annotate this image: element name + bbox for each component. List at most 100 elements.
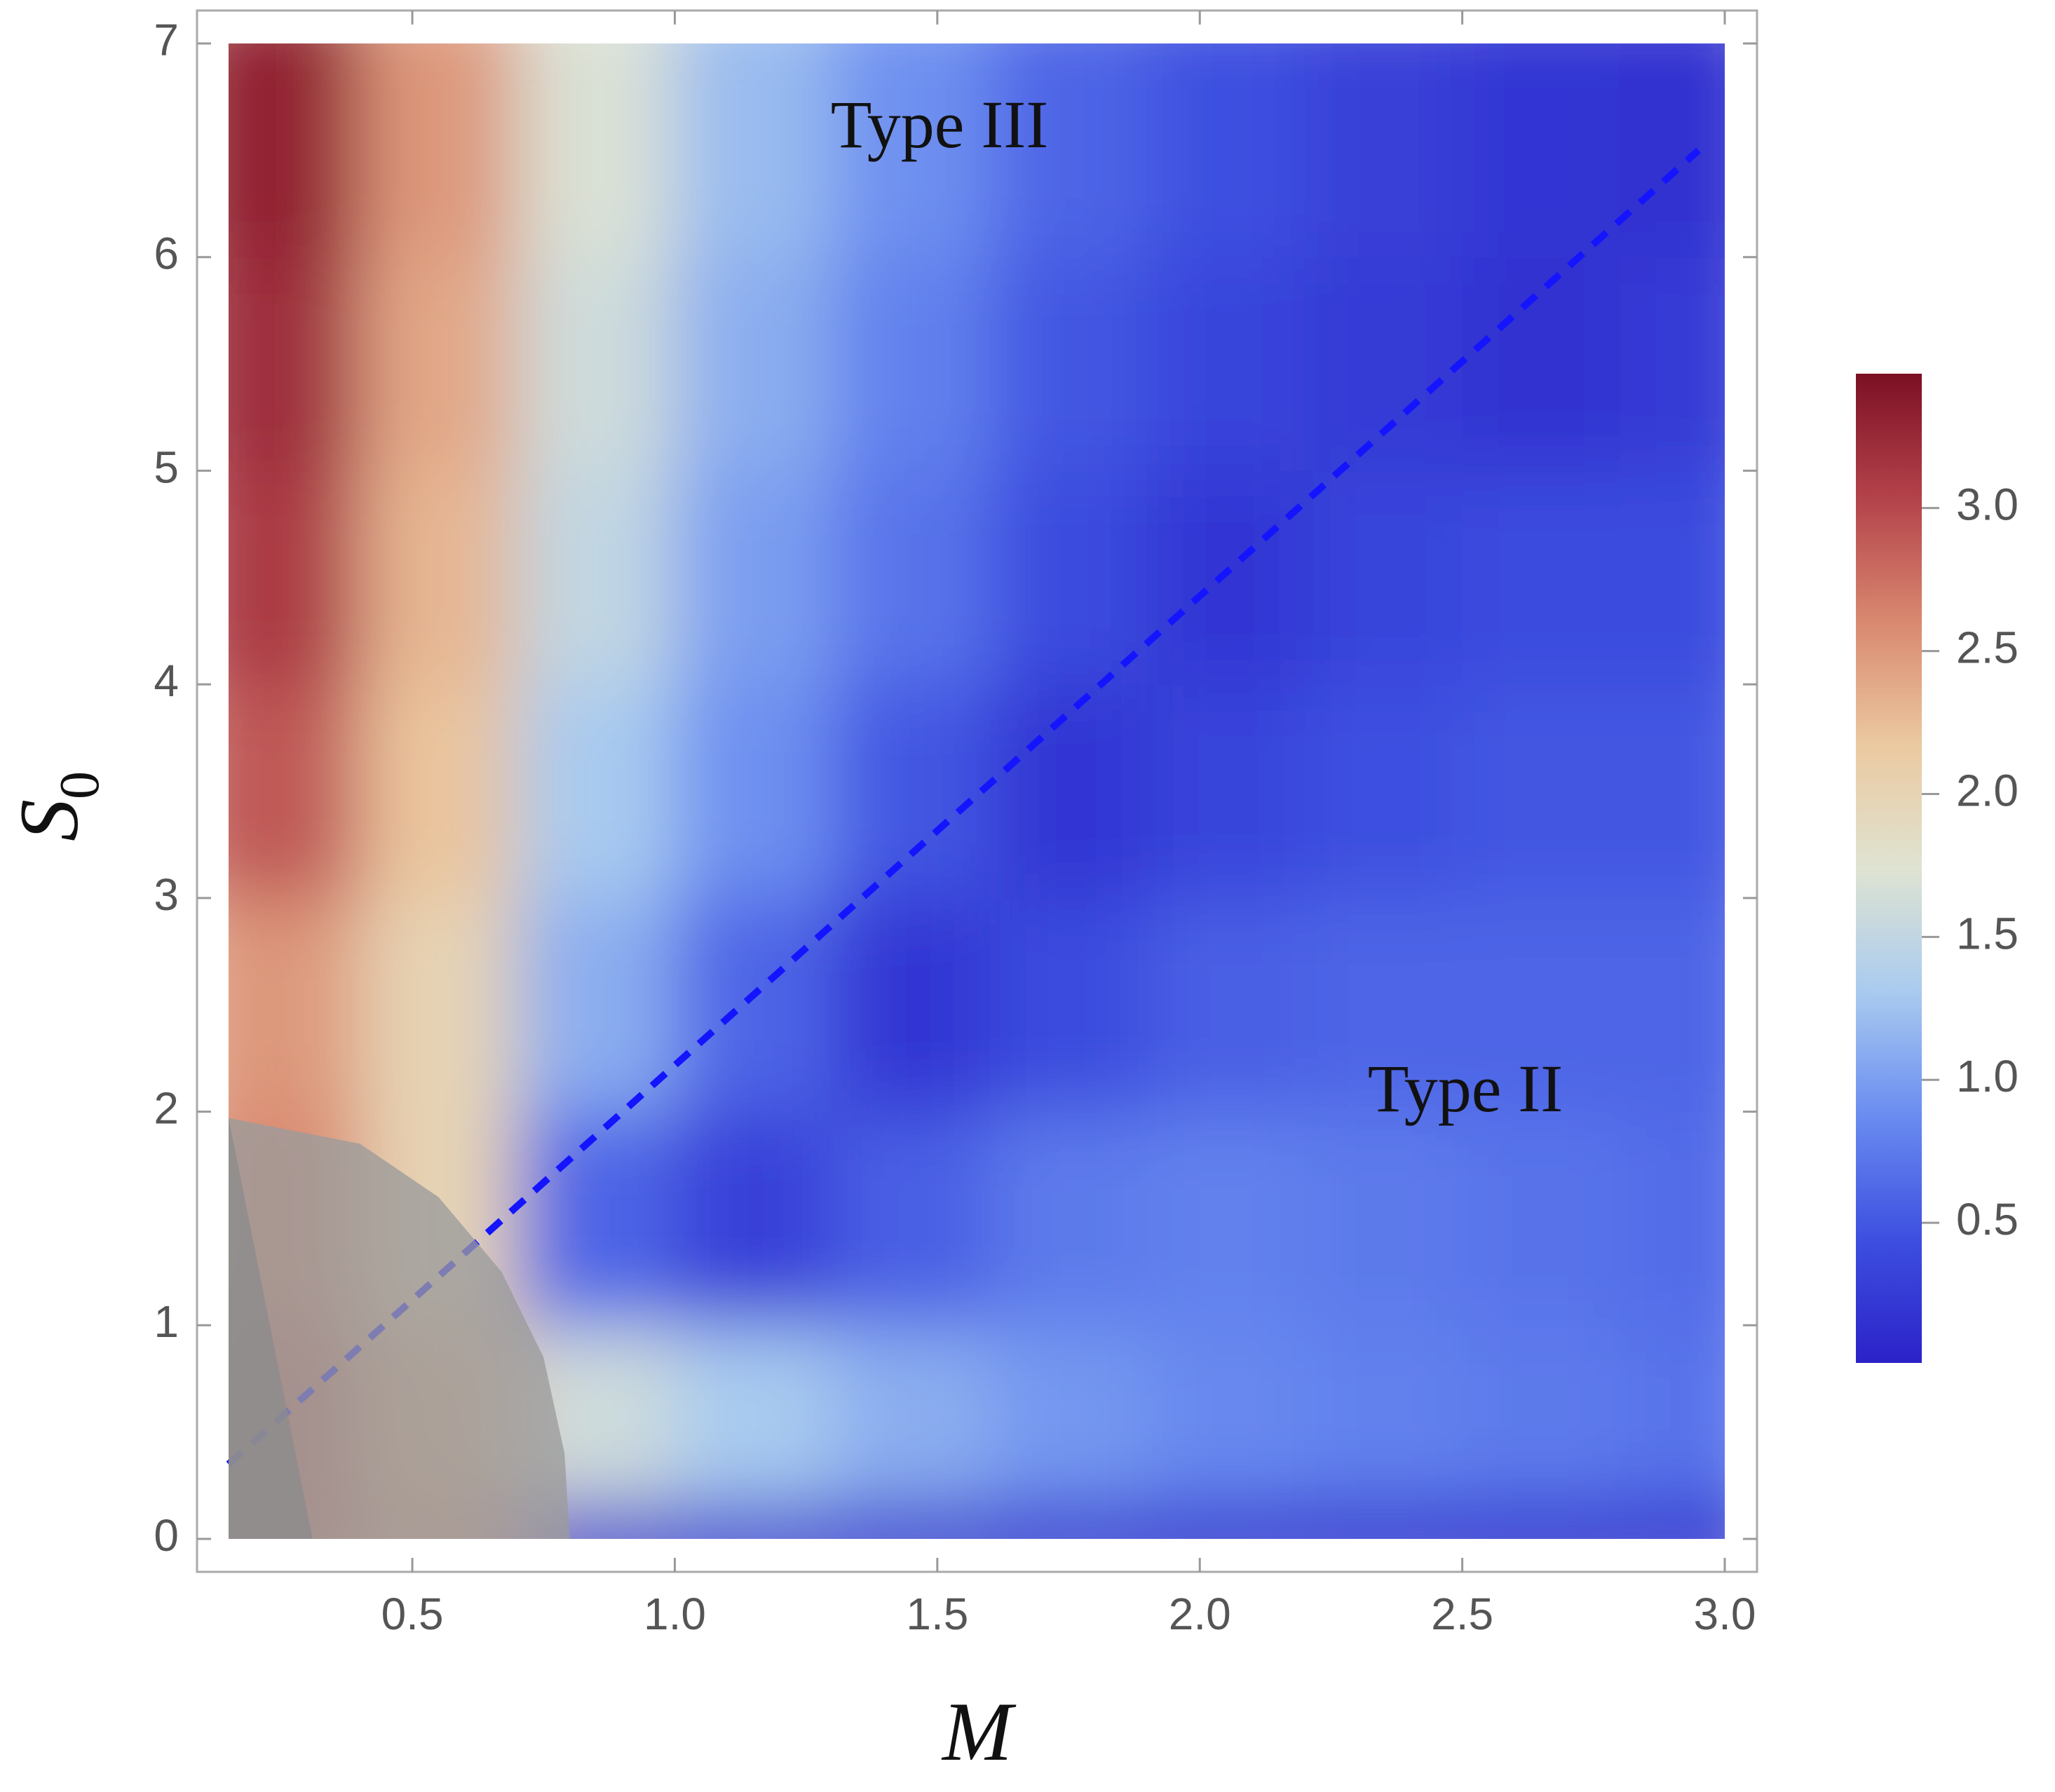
y-tick-label: 2: [154, 1082, 179, 1133]
heat-cell: [517, 1111, 676, 1326]
heat-cell: [517, 470, 676, 686]
heat-cell: [1620, 1325, 1725, 1508]
heat-cell: [1462, 897, 1621, 1113]
x-axis-label: M: [941, 1685, 1017, 1778]
heat-cell: [989, 1507, 1148, 1539]
annotation: Type II: [1368, 1051, 1563, 1126]
y-axis-label-main: S: [2, 799, 95, 841]
heat-cell: [1620, 257, 1725, 472]
colorbar-tick-label: 1.0: [1956, 1051, 2019, 1101]
heat-cell: [674, 257, 834, 472]
heat-cell: [1462, 1507, 1621, 1539]
heat-cell: [674, 1325, 834, 1508]
heat-cell: [674, 43, 834, 258]
heat-cell: [1304, 257, 1463, 472]
colorbar-tick-label: 3.0: [1956, 480, 2019, 530]
excluded-region: [229, 1118, 570, 1539]
annotation: Type III: [831, 87, 1048, 162]
x-tick-label: 1.5: [906, 1589, 968, 1639]
heat-cell: [360, 684, 518, 899]
heat-cell: [229, 684, 361, 899]
heat-cell: [229, 257, 361, 472]
heat-cell: [989, 684, 1148, 899]
heat-cell: [517, 684, 676, 899]
heat-cell: [360, 470, 518, 686]
heat-cell: [989, 470, 1148, 686]
y-axis-label-sub: 0: [49, 771, 111, 799]
heat-cell: [1620, 897, 1725, 1113]
heat-cell: [1304, 684, 1463, 899]
heat-cell: [1147, 257, 1305, 472]
heat-cell: [832, 1507, 991, 1539]
x-tick-label: 1.0: [644, 1589, 706, 1639]
heat-cell: [1147, 43, 1305, 258]
colorbar: [1856, 374, 1922, 1363]
y-axis-label-group: S0: [2, 771, 111, 841]
x-tick-label: 2.5: [1431, 1589, 1493, 1639]
heat-cell: [832, 43, 991, 258]
y-tick-label: 1: [154, 1296, 179, 1347]
heat-cell: [1620, 684, 1725, 899]
heat-cell: [1304, 470, 1463, 686]
heat-cell: [1620, 470, 1725, 686]
heat-cell: [674, 1507, 834, 1539]
heat-cell: [1462, 1325, 1621, 1508]
plot-frame: [196, 9, 1758, 1573]
y-tick-label: 5: [154, 442, 179, 492]
heat-cell: [674, 470, 834, 686]
y-tick-label: 3: [154, 869, 179, 920]
heat-cell: [1147, 1325, 1305, 1508]
x-tick-label: 0.5: [381, 1589, 444, 1639]
heat-cell: [1147, 897, 1305, 1113]
heat-cell: [1462, 43, 1621, 258]
x-tick-label: 2.0: [1169, 1589, 1231, 1639]
heat-cell: [832, 897, 991, 1113]
excluded-region: [229, 1118, 313, 1539]
heat-cell: [1304, 43, 1463, 258]
heat-cell: [1462, 470, 1621, 686]
heat-cell: [1147, 1111, 1305, 1326]
heat-cell: [989, 1325, 1148, 1508]
heat-cell: [674, 897, 834, 1113]
heat-cell: [360, 897, 518, 1113]
heat-cell: [1462, 684, 1621, 899]
x-tick-label: 3.0: [1694, 1589, 1756, 1639]
heat-cell: [517, 43, 676, 258]
heat-cell: [989, 1111, 1148, 1326]
heat-cell: [1620, 1111, 1725, 1326]
heat-cell: [1147, 684, 1305, 899]
y-axis-label: S0: [2, 771, 111, 841]
heat-cell: [989, 43, 1148, 258]
heat-cell: [1147, 470, 1305, 686]
heat-cell: [1304, 1111, 1463, 1326]
colorbar-tick-label: 2.0: [1956, 765, 2019, 815]
heatmap: [229, 43, 1725, 1539]
heat-cell: [229, 43, 361, 258]
colorbar-tick-label: 0.5: [1956, 1194, 2019, 1244]
heat-cell: [674, 684, 834, 899]
y-tick-label: 6: [154, 229, 179, 279]
heat-cell: [1620, 43, 1725, 258]
heat-cell: [229, 897, 361, 1113]
heat-cell: [1147, 1507, 1305, 1539]
heat-cell: [1304, 1325, 1463, 1508]
heat-cell: [1304, 1507, 1463, 1539]
heat-cell: [989, 257, 1148, 472]
heat-cell: [229, 470, 361, 686]
y-tick-label: 4: [154, 656, 179, 706]
colorbar-tick-label: 2.5: [1956, 622, 2019, 672]
heat-cell: [832, 1325, 991, 1508]
heat-cell: [674, 1111, 834, 1326]
heat-cell: [360, 43, 518, 258]
heat-cell: [517, 897, 676, 1113]
heat-cell: [832, 470, 991, 686]
heat-cell: [1462, 1111, 1621, 1326]
heat-cell: [832, 257, 991, 472]
heat-cell: [1462, 257, 1621, 472]
heat-cell: [1620, 1507, 1725, 1539]
heat-cell: [1304, 897, 1463, 1113]
colorbar-tick-label: 1.5: [1956, 908, 2019, 958]
heat-cell: [360, 257, 518, 472]
heat-cell: [989, 897, 1148, 1113]
